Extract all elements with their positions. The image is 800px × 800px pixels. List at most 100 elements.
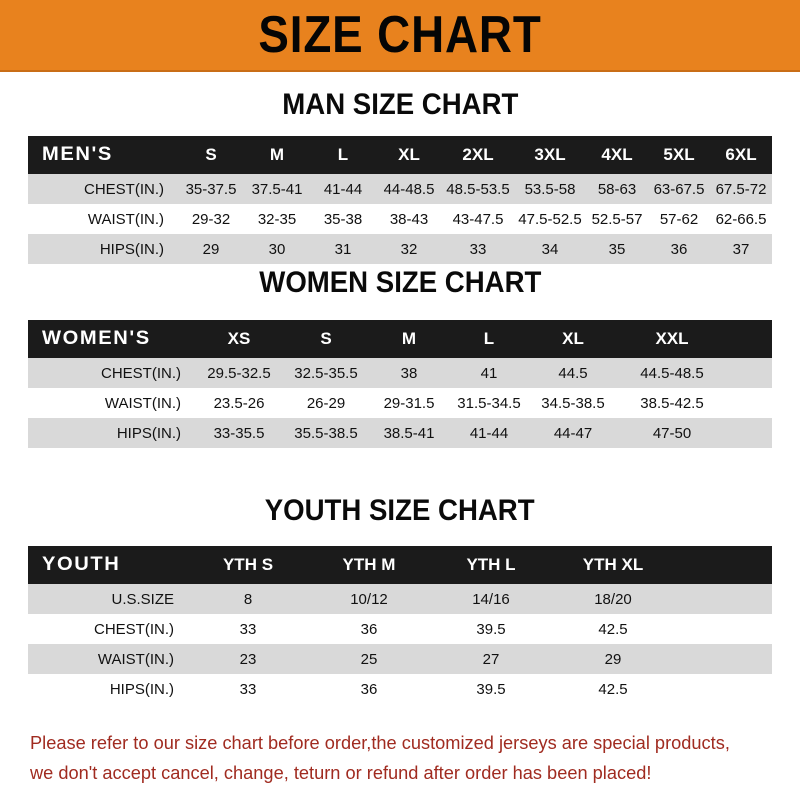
youth-header-spacer [674,546,772,584]
women-hips-m: 38.5-41 [383,424,435,442]
table-row: CHEST(IN.) 33 36 39.5 42.5 [28,614,772,644]
youth-waist-l: 27 [482,650,500,668]
men-waist-m: 32-35 [257,210,297,228]
men-size-header-xl: XL [398,145,420,164]
women-chest-s: 32.5-35.5 [294,364,358,382]
men-chest-l: 41-44 [323,180,363,198]
youth-waist-s: 23 [239,650,257,668]
women-waist-l: 31.5-34.5 [457,394,521,412]
youth-table-body: YOUTH YTH S YTH M YTH L YTH XL U.S.SIZE … [28,546,772,704]
men-row-label-chest: CHEST(IN.) [84,180,164,198]
youth-waist-xl: 29 [604,650,622,668]
men-section-title-text: MAN SIZE CHART [281,88,519,121]
men-section-title: MAN SIZE CHART [0,90,800,120]
table-row: HIPS(IN.) 33-35.5 35.5-38.5 38.5-41 41-4… [28,418,772,448]
men-chest-3xl: 53.5-58 [524,180,576,198]
footer-disclaimer: Please refer to our size chart before or… [30,728,778,788]
men-size-header-m: M [269,145,285,164]
men-chest-5xl: 63-67.5 [653,180,705,198]
women-row-label-hips: HIPS(IN.) [116,424,181,442]
women-chest-m: 38 [400,364,418,382]
youth-section-title-text: YOUTH SIZE CHART [265,494,535,527]
youth-section-title: YOUTH SIZE CHART [0,496,800,526]
women-section-title: WOMEN SIZE CHART [0,268,800,298]
youth-hips-l: 39.5 [476,680,506,698]
men-table-body: MEN'S S M L XL 2XL 3XL 4XL 5XL 6XL CHEST… [28,136,772,264]
men-waist-6xl: 62-66.5 [715,210,767,228]
men-size-header-3xl: 3XL [534,145,566,164]
men-size-header-2xl: 2XL [462,145,494,164]
youth-waist-spacer [674,644,772,674]
table-row: HIPS(IN.) 33 36 39.5 42.5 [28,674,772,704]
men-size-table: MEN'S S M L XL 2XL 3XL 4XL 5XL 6XL CHEST… [28,136,772,264]
men-hips-xl: 32 [400,240,418,258]
table-row: WAIST(IN.) 29-32 32-35 35-38 38-43 43-47… [28,204,772,234]
men-hips-4xl: 35 [608,240,626,258]
page-title: SIZE CHART [258,6,542,64]
men-row-label-waist: WAIST(IN.) [87,210,164,228]
men-waist-4xl: 52.5-57 [591,210,643,228]
women-waist-xl: 34.5-38.5 [541,394,605,412]
men-chest-6xl: 67.5-72 [715,180,767,198]
women-hips-spacer [727,418,772,448]
men-header-row: MEN'S S M L XL 2XL 3XL 4XL 5XL 6XL [28,136,772,174]
youth-category-label: YOUTH [42,554,121,575]
men-size-header-5xl: 5XL [663,145,695,164]
table-row: CHEST(IN.) 35-37.5 37.5-41 41-44 44-48.5… [28,174,772,204]
youth-us-size-s: 8 [243,590,253,608]
men-hips-6xl: 37 [732,240,750,258]
table-row: WAIST(IN.) 23.5-26 26-29 29-31.5 31.5-34… [28,388,772,418]
men-waist-l: 35-38 [323,210,363,228]
men-row-label-hips: HIPS(IN.) [99,240,164,258]
men-chest-m: 37.5-41 [251,180,303,198]
youth-chest-s: 33 [239,620,257,638]
women-chest-l: 41 [480,364,498,382]
youth-hips-s: 33 [239,680,257,698]
youth-us-size-l: 14/16 [472,590,510,608]
men-chest-s: 35-37.5 [185,180,237,198]
women-chest-xl: 44.5 [558,364,588,382]
men-hips-2xl: 33 [469,240,487,258]
youth-hips-xl: 42.5 [598,680,628,698]
youth-chest-l: 39.5 [476,620,506,638]
men-waist-2xl: 43-47.5 [452,210,504,228]
women-chest-xs: 29.5-32.5 [207,364,271,382]
youth-header-row: YOUTH YTH S YTH M YTH L YTH XL [28,546,772,584]
table-row: WAIST(IN.) 23 25 27 29 [28,644,772,674]
men-size-header-4xl: 4XL [601,145,633,164]
women-hips-xxl: 47-50 [652,424,692,442]
youth-waist-m: 25 [360,650,378,668]
youth-row-label-us-size: U.S.SIZE [111,590,174,608]
youth-size-header-s: YTH S [222,555,274,574]
youth-size-header-xl: YTH XL [582,555,644,574]
youth-row-label-chest: CHEST(IN.) [94,620,174,638]
men-hips-l: 31 [334,240,352,258]
men-size-header-6xl: 6XL [725,145,757,164]
women-size-header-xxl: XXL [655,329,689,348]
page-banner: SIZE CHART [0,0,800,72]
women-size-header-xl: XL [562,329,584,348]
women-table-body: WOMEN'S XS S M L XL XXL CHEST(IN.) 29.5-… [28,320,772,448]
women-hips-l: 41-44 [469,424,509,442]
women-hips-xl: 44-47 [553,424,593,442]
table-row: U.S.SIZE 8 10/12 14/16 18/20 [28,584,772,614]
youth-us-size-spacer [674,584,772,614]
women-row-label-chest: CHEST(IN.) [101,364,181,382]
men-waist-5xl: 57-62 [659,210,699,228]
women-size-header-s: S [320,329,332,348]
women-header-row: WOMEN'S XS S M L XL XXL [28,320,772,358]
women-section-title-text: WOMEN SIZE CHART [258,266,542,299]
youth-size-header-m: YTH M [342,555,396,574]
footer-disclaimer-line-2: we don't accept cancel, change, teturn o… [30,762,652,783]
women-category-label: WOMEN'S [42,328,151,349]
men-waist-3xl: 47.5-52.5 [518,210,582,228]
women-row-label-waist: WAIST(IN.) [104,394,181,412]
women-waist-xxl: 38.5-42.5 [640,394,704,412]
men-category-label: MEN'S [42,144,113,165]
women-size-table: WOMEN'S XS S M L XL XXL CHEST(IN.) 29.5-… [28,320,772,448]
women-size-header-xs: XS [227,329,251,348]
men-hips-5xl: 36 [670,240,688,258]
men-hips-m: 30 [268,240,286,258]
women-waist-m: 29-31.5 [383,394,435,412]
